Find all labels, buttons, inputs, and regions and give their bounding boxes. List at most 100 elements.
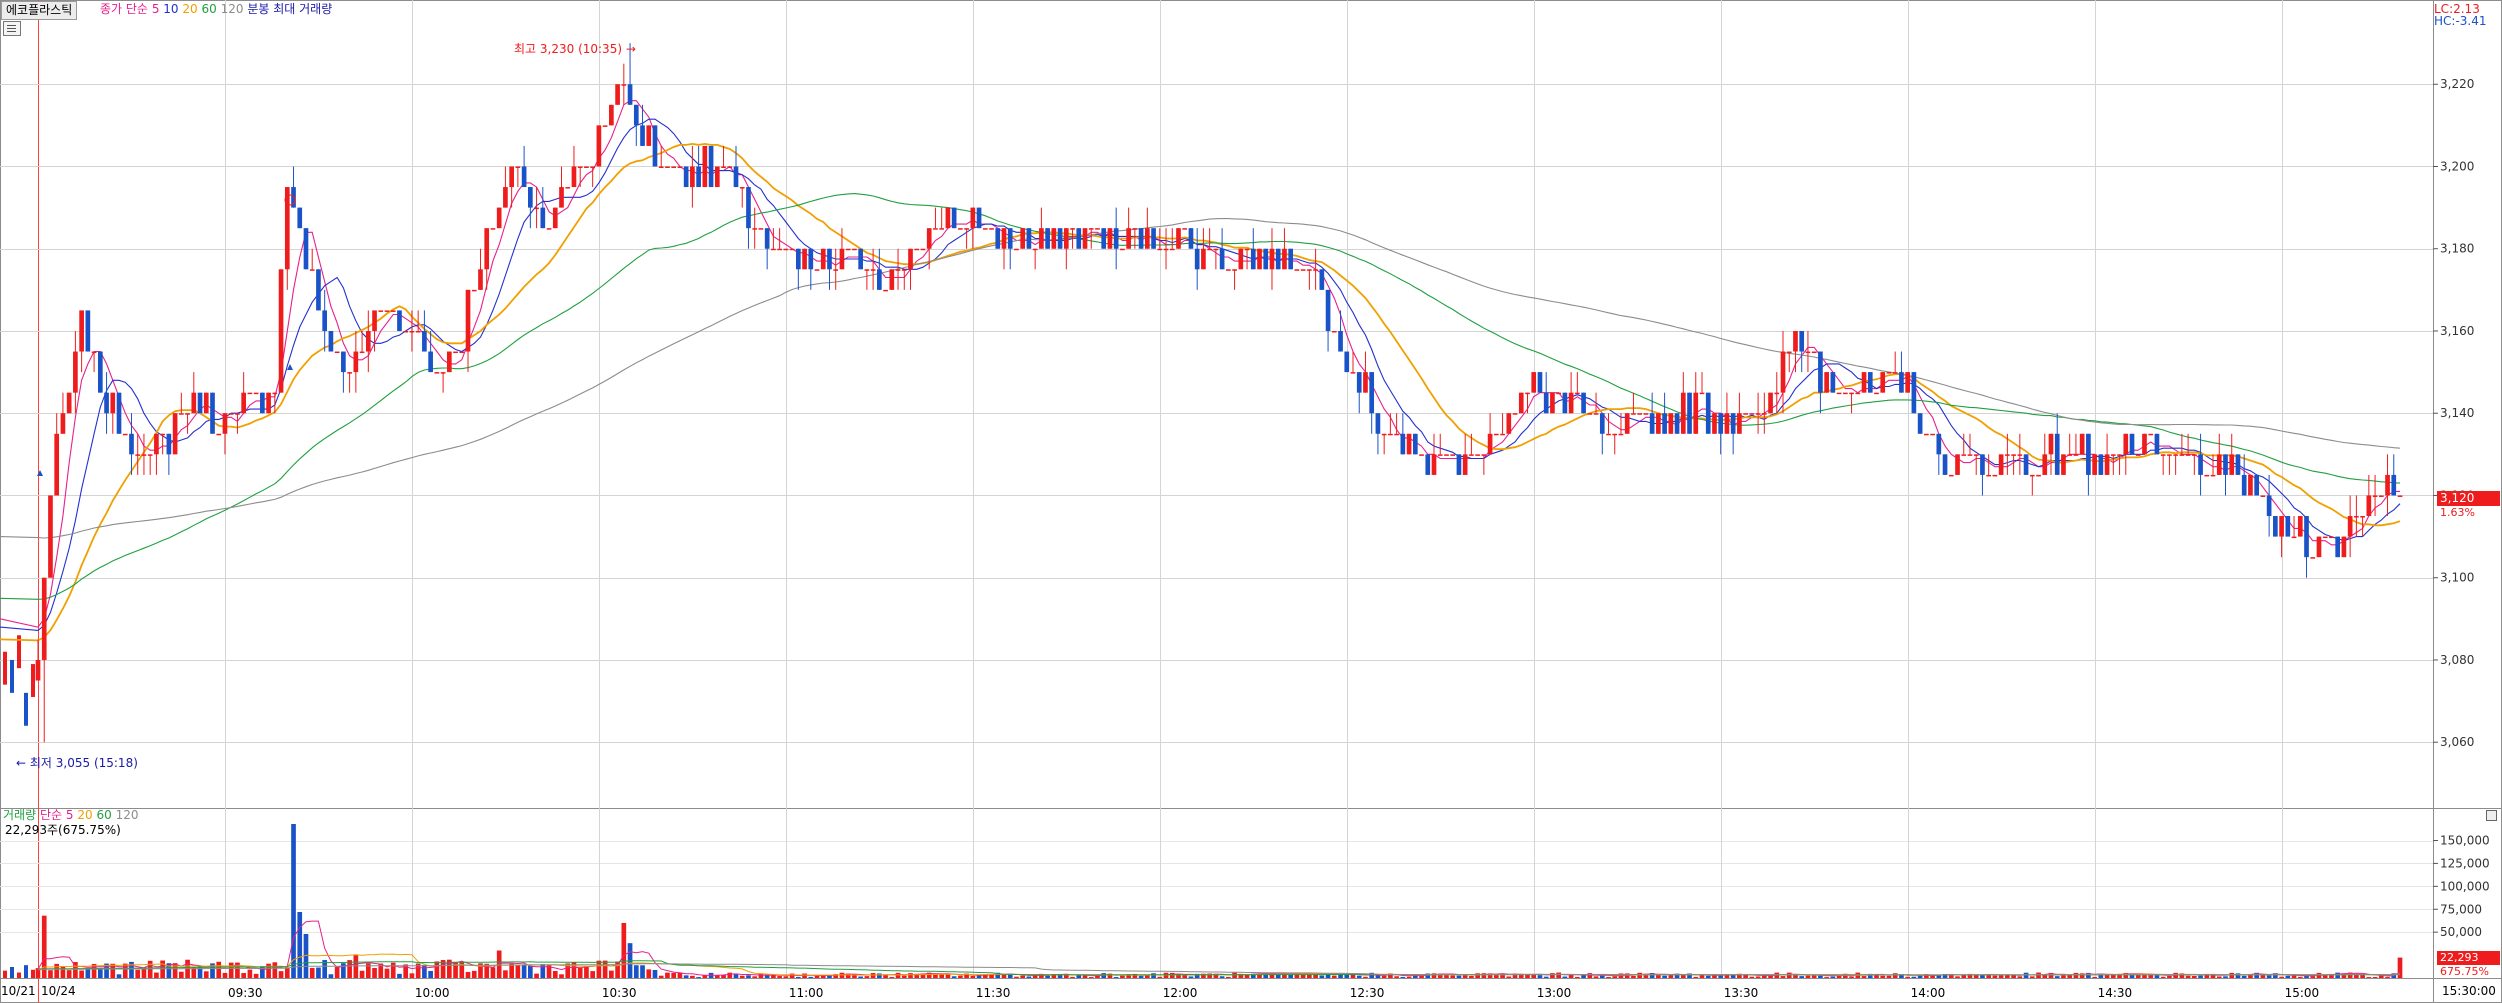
volume-bar[interactable]: [908, 973, 913, 978]
volume-bar[interactable]: [833, 974, 839, 978]
volume-bar[interactable]: [2322, 974, 2328, 978]
candle-body[interactable]: [908, 248, 913, 270]
candle-body[interactable]: [1637, 413, 1643, 415]
candle-body[interactable]: [2391, 474, 2397, 496]
volume-bar[interactable]: [1705, 975, 1711, 978]
candle-body[interactable]: [471, 289, 477, 292]
volume-bar[interactable]: [122, 963, 128, 978]
candle-body[interactable]: [1861, 372, 1867, 393]
volume-bar[interactable]: [291, 824, 296, 978]
candle-body[interactable]: [1562, 392, 1568, 414]
volume-bar[interactable]: [1076, 975, 1082, 978]
volume-bar[interactable]: [2254, 972, 2259, 978]
volume-bar[interactable]: [390, 962, 396, 978]
volume-bar[interactable]: [97, 968, 103, 978]
candle-body[interactable]: [403, 330, 409, 333]
volume-bar[interactable]: [110, 963, 116, 978]
candle-body[interactable]: [964, 228, 969, 230]
candle-body[interactable]: [1512, 413, 1518, 415]
volume-bar[interactable]: [1643, 975, 1649, 978]
candle-body[interactable]: [752, 228, 758, 230]
candle-body[interactable]: [2048, 433, 2054, 455]
candle-body[interactable]: [1163, 248, 1169, 251]
volume-bar[interactable]: [1039, 973, 1044, 978]
volume-bar[interactable]: [2117, 973, 2122, 978]
volume-bar[interactable]: [422, 964, 427, 978]
volume-bar[interactable]: [415, 963, 421, 978]
volume-bar[interactable]: [1431, 973, 1437, 978]
volume-bar[interactable]: [1001, 974, 1007, 978]
candle-body[interactable]: [1088, 228, 1094, 230]
volume-bar[interactable]: [2198, 975, 2203, 978]
candle-body[interactable]: [1556, 392, 1561, 395]
candle-body[interactable]: [141, 454, 147, 456]
volume-bar[interactable]: [1955, 976, 1960, 978]
candle-body[interactable]: [1867, 372, 1873, 393]
volume-bar[interactable]: [1169, 972, 1175, 978]
candle-body[interactable]: [1755, 413, 1761, 415]
candle-body[interactable]: [422, 330, 427, 352]
volume-bar[interactable]: [2266, 975, 2272, 978]
candle-body[interactable]: [272, 392, 278, 395]
volume-bar[interactable]: [1026, 976, 1032, 978]
volume-bar[interactable]: [1961, 975, 1967, 978]
candle-body[interactable]: [1961, 454, 1967, 456]
candle-body[interactable]: [1525, 392, 1530, 395]
candle-body[interactable]: [465, 289, 471, 352]
volume-bar[interactable]: [471, 970, 477, 978]
volume-bar[interactable]: [1307, 974, 1312, 978]
candle-body[interactable]: [1774, 392, 1780, 395]
candle-body[interactable]: [1599, 413, 1605, 434]
candle-body[interactable]: [1531, 372, 1537, 393]
volume-bar[interactable]: [1924, 974, 1929, 978]
candle-body[interactable]: [1805, 351, 1811, 354]
candle-body[interactable]: [820, 248, 826, 270]
volume-bar[interactable]: [453, 962, 458, 978]
volume-bar[interactable]: [334, 966, 340, 978]
candle-body[interactable]: [453, 351, 458, 354]
volume-bar[interactable]: [41, 915, 47, 978]
volume-bar[interactable]: [1051, 974, 1057, 978]
candle-body[interactable]: [2036, 474, 2041, 477]
candle-body[interactable]: [1356, 372, 1362, 393]
candle-body[interactable]: [1855, 392, 1861, 395]
volume-bar[interactable]: [1718, 975, 1724, 978]
volume-bar[interactable]: [1662, 975, 1667, 978]
candle-body[interactable]: [1282, 248, 1287, 270]
candle-body[interactable]: [1749, 413, 1755, 415]
candle-body[interactable]: [933, 228, 938, 230]
candle-body[interactable]: [1375, 413, 1381, 434]
candle-body[interactable]: [827, 248, 832, 270]
volume-bar[interactable]: [683, 975, 689, 978]
candle-body[interactable]: [79, 310, 84, 352]
volume-bar[interactable]: [459, 962, 465, 978]
volume-bar[interactable]: [1980, 974, 1985, 978]
volume-bar[interactable]: [1506, 976, 1512, 978]
candle-body[interactable]: [758, 228, 764, 230]
volume-bar[interactable]: [1998, 975, 2004, 978]
volume-bar[interactable]: [1120, 975, 1125, 978]
volume-bar[interactable]: [1693, 976, 1699, 978]
volume-bar[interactable]: [1649, 973, 1655, 978]
candle-body[interactable]: [1051, 228, 1057, 249]
candle-body[interactable]: [920, 248, 926, 251]
volume-bar[interactable]: [1849, 976, 1854, 978]
candle-body[interactable]: [2011, 454, 2016, 456]
volume-bar[interactable]: [1606, 976, 1611, 978]
volume-bar[interactable]: [1674, 973, 1680, 978]
volume-bar[interactable]: [434, 961, 440, 978]
candle-body[interactable]: [1836, 392, 1842, 395]
volume-bar[interactable]: [1562, 976, 1568, 978]
volume-bar[interactable]: [79, 970, 84, 978]
volume-bar[interactable]: [1095, 975, 1100, 978]
candle-body[interactable]: [147, 454, 153, 456]
candle-body[interactable]: [1045, 228, 1050, 249]
volume-bar[interactable]: [1456, 975, 1462, 978]
volume-bar[interactable]: [1942, 973, 1948, 978]
candle-body[interactable]: [901, 269, 907, 271]
volume-bar[interactable]: [2279, 976, 2284, 978]
volume-bar[interactable]: [1313, 973, 1318, 978]
candle-body[interactable]: [1737, 413, 1742, 434]
candle-body[interactable]: [1743, 413, 1748, 415]
volume-bar[interactable]: [2210, 973, 2216, 978]
